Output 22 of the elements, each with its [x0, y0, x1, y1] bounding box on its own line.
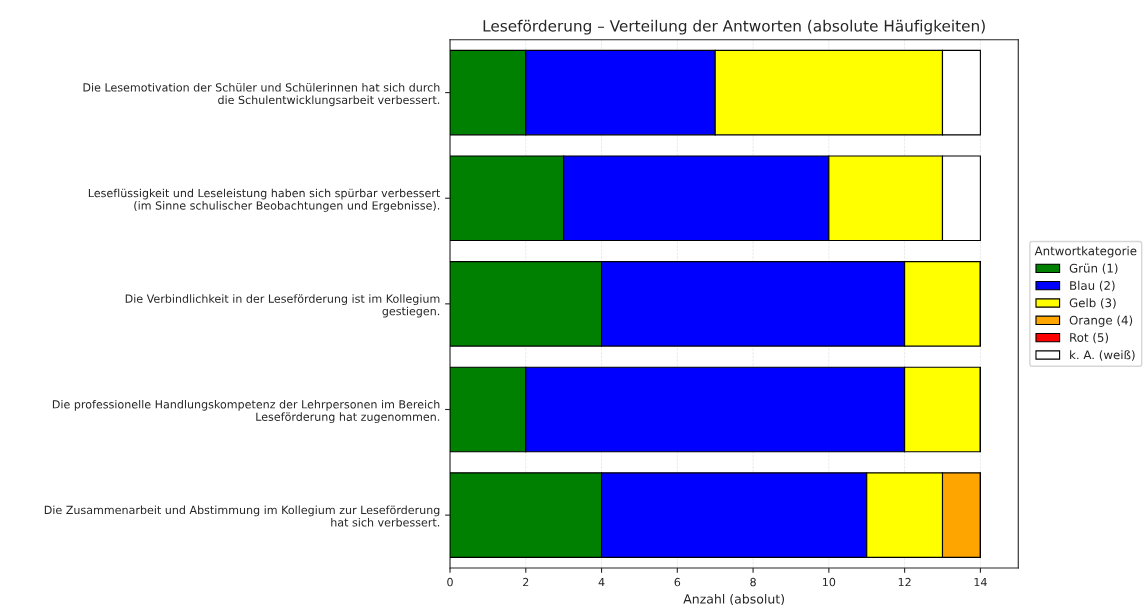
x-tick-label: 6 [674, 577, 681, 587]
y-tick-label: Leseflüssigkeit und Leseleistung haben sich spürbar verbessert (im Sinne schulischer Beobachtungen und Ergebnisse). [88, 188, 441, 212]
legend-label: Rot (5) [1070, 332, 1109, 344]
x-tick-label: 10 [823, 577, 836, 587]
chart-title: Leseförderung – Verteilung der Antworten (absolute Häufigkeiten) [483, 19, 985, 35]
x-tick-label: 0 [447, 577, 453, 587]
legend-label: Gelb (3) [1069, 298, 1116, 309]
legend-label: Orange (4) [1069, 315, 1133, 327]
x-tick-label: 4 [598, 578, 605, 587]
x-axis-title: Anzahl (absolut) [683, 593, 785, 606]
y-tick-label: Die professionelle Handlungskompetenz der Lehrpersonen im Bereich Leseförderung hat zugenommen. [52, 399, 440, 424]
x-tick-label: 2 [523, 577, 529, 587]
x-tick-label: 14 [974, 578, 987, 587]
legend-label: Blau (2) [1070, 280, 1115, 292]
x-tick-label: 12 [898, 577, 911, 587]
x-tick-label: 8 [750, 577, 756, 587]
legend-title: Antwortkategorie [1034, 246, 1137, 258]
y-tick-label: Die Lesemotivation der Schüler und Schülerinnen hat sich durch die Schulentwicklungsarbeit verbessert. [83, 83, 440, 107]
y-tick-label: Die Verbindlichkeit in der Leseförderung ist im Kollegium gestiegen. [125, 294, 440, 318]
legend-label: k. A. (weiß) [1070, 350, 1135, 361]
legend-label: Grün (1) [1069, 263, 1118, 275]
y-tick-label: Die Zusammenarbeit und Abstimmung im Kollegium zur Leseförderung hat sich verbessert. [44, 505, 440, 527]
